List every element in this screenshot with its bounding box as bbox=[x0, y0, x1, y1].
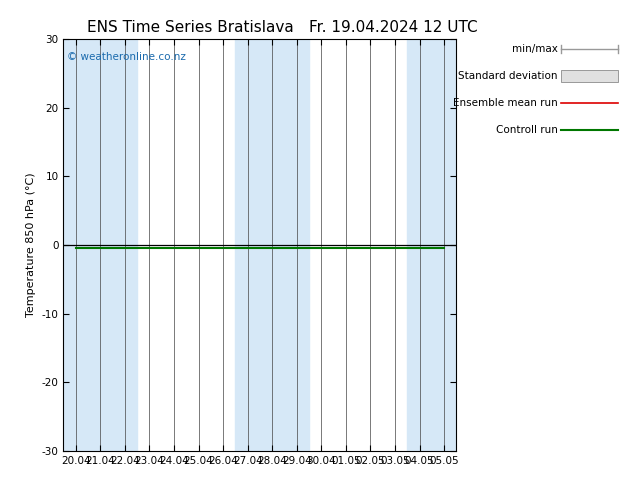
Text: Controll run: Controll run bbox=[496, 125, 558, 135]
Bar bbox=[113, 39, 137, 451]
Text: © weatheronline.co.nz: © weatheronline.co.nz bbox=[67, 51, 186, 62]
Bar bbox=[260, 39, 285, 451]
Bar bbox=[88, 39, 113, 451]
Text: ENS Time Series Bratislava: ENS Time Series Bratislava bbox=[87, 20, 294, 35]
Text: Ensemble mean run: Ensemble mean run bbox=[453, 98, 558, 108]
Text: Fr. 19.04.2024 12 UTC: Fr. 19.04.2024 12 UTC bbox=[309, 20, 477, 35]
Y-axis label: Temperature 850 hPa (°C): Temperature 850 hPa (°C) bbox=[26, 172, 36, 318]
Bar bbox=[63, 39, 88, 451]
Bar bbox=[235, 39, 260, 451]
Bar bbox=[285, 39, 309, 451]
Text: Standard deviation: Standard deviation bbox=[458, 71, 558, 81]
Bar bbox=[407, 39, 432, 451]
Bar bbox=[432, 39, 456, 451]
Text: min/max: min/max bbox=[512, 44, 558, 54]
